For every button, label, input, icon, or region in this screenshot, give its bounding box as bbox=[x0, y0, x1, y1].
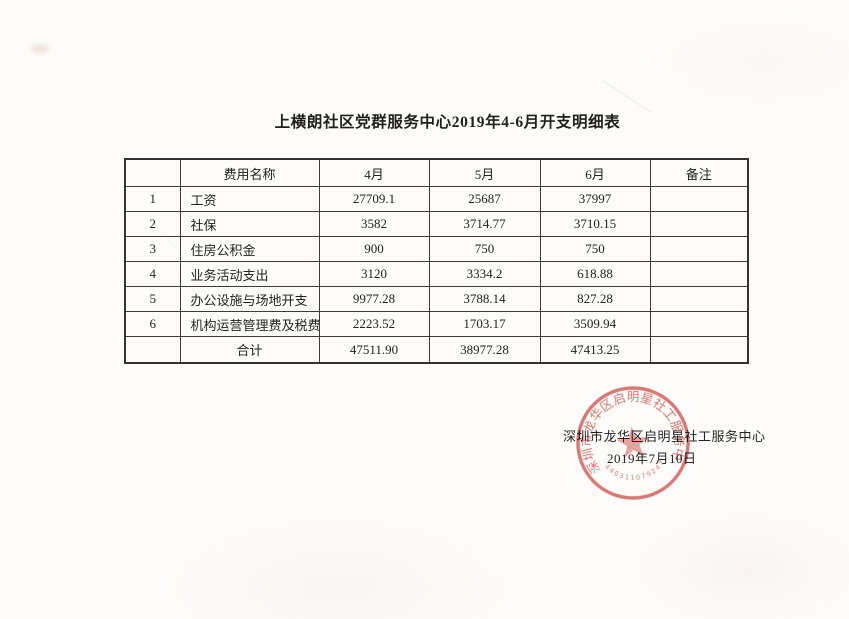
cell-expense-name: 工资 bbox=[179, 186, 320, 212]
cell-index: 6 bbox=[124, 311, 181, 337]
table-row: 2 社保 3582 3714.77 3710.15 bbox=[124, 211, 749, 237]
seal-star-icon: ★ bbox=[612, 416, 654, 468]
cell-april: 3582 bbox=[318, 211, 430, 237]
cell-remarks bbox=[649, 311, 749, 337]
header-index bbox=[124, 158, 181, 187]
cell-index: 5 bbox=[124, 286, 181, 312]
cell-remarks bbox=[649, 211, 749, 237]
cell-april: 2223.52 bbox=[318, 311, 430, 337]
header-expense-name: 费用名称 bbox=[179, 158, 320, 187]
cell-may: 3714.77 bbox=[428, 211, 541, 237]
cell-june: 3509.94 bbox=[539, 311, 651, 337]
table-total-row: 合计 47511.90 38977.28 47413.25 bbox=[124, 336, 749, 364]
header-june: 6月 bbox=[539, 158, 651, 187]
cell-remarks bbox=[649, 186, 749, 212]
cell-remarks bbox=[649, 286, 749, 312]
cell-april: 900 bbox=[318, 236, 430, 262]
signature-organization: 深圳市龙华区启明星社工服务中心 bbox=[563, 429, 766, 444]
cell-index: 2 bbox=[124, 211, 181, 237]
cell-april-total: 47511.90 bbox=[318, 336, 430, 364]
table-row: 3 住房公积金 900 750 750 bbox=[124, 236, 749, 262]
cell-june-total: 47413.25 bbox=[539, 336, 651, 364]
cell-may-total: 38977.28 bbox=[428, 336, 541, 364]
cell-remarks bbox=[649, 261, 749, 287]
table-row: 4 业务活动支出 3120 3334.2 618.88 bbox=[124, 261, 749, 287]
header-april: 4月 bbox=[318, 158, 430, 187]
cell-expense-name: 业务活动支出 bbox=[179, 261, 320, 287]
expense-table: 费用名称 4月 5月 6月 备注 1 工资 27709.1 25687 3799… bbox=[124, 158, 749, 364]
scan-artifact bbox=[602, 80, 652, 113]
cell-june: 37997 bbox=[539, 186, 651, 212]
cell-index: 4 bbox=[124, 261, 181, 287]
signature-date: 2019年7月10日 bbox=[607, 451, 697, 466]
table-row: 1 工资 27709.1 25687 37997 bbox=[124, 186, 749, 212]
cell-april: 3120 bbox=[318, 261, 430, 287]
cell-april: 27709.1 bbox=[318, 186, 430, 212]
cell-may: 3788.14 bbox=[428, 286, 541, 312]
cell-expense-name: 机构运营管理费及税费 bbox=[179, 311, 320, 337]
cell-june: 3710.15 bbox=[539, 211, 651, 237]
header-may: 5月 bbox=[428, 158, 541, 187]
cell-index: 3 bbox=[124, 236, 181, 262]
table-row: 5 办公设施与场地开支 9977.28 3788.14 827.28 bbox=[124, 286, 749, 312]
cell-june: 750 bbox=[539, 236, 651, 262]
cell-remarks bbox=[649, 236, 749, 262]
document-title: 上横朗社区党群服务中心2019年4-6月开支明细表 bbox=[274, 114, 621, 131]
cell-index: 1 bbox=[124, 186, 181, 212]
cell-may: 3334.2 bbox=[428, 261, 541, 287]
header-remarks: 备注 bbox=[649, 158, 749, 187]
cell-expense-name: 办公设施与场地开支 bbox=[179, 286, 320, 312]
cell-may: 750 bbox=[428, 236, 541, 262]
scan-smudge bbox=[31, 44, 49, 53]
cell-june: 827.28 bbox=[539, 286, 651, 312]
cell-expense-name: 住房公积金 bbox=[179, 236, 320, 262]
cell-expense-name: 社保 bbox=[179, 211, 320, 237]
cell-april: 9977.28 bbox=[318, 286, 430, 312]
seal-ring bbox=[576, 386, 690, 500]
cell-remarks bbox=[649, 336, 749, 364]
official-seal: ★ 深圳市龙华区启明星社工服务中心 4403110792475 bbox=[546, 356, 690, 500]
cell-may: 25687 bbox=[428, 186, 541, 212]
cell-total-label: 合计 bbox=[179, 336, 320, 364]
cell-june: 618.88 bbox=[539, 261, 651, 287]
cell-may: 1703.17 bbox=[428, 311, 541, 337]
table-row: 6 机构运营管理费及税费 2223.52 1703.17 3509.94 bbox=[124, 311, 749, 337]
cell-index bbox=[124, 336, 181, 364]
table-header-row: 费用名称 4月 5月 6月 备注 bbox=[124, 158, 749, 187]
